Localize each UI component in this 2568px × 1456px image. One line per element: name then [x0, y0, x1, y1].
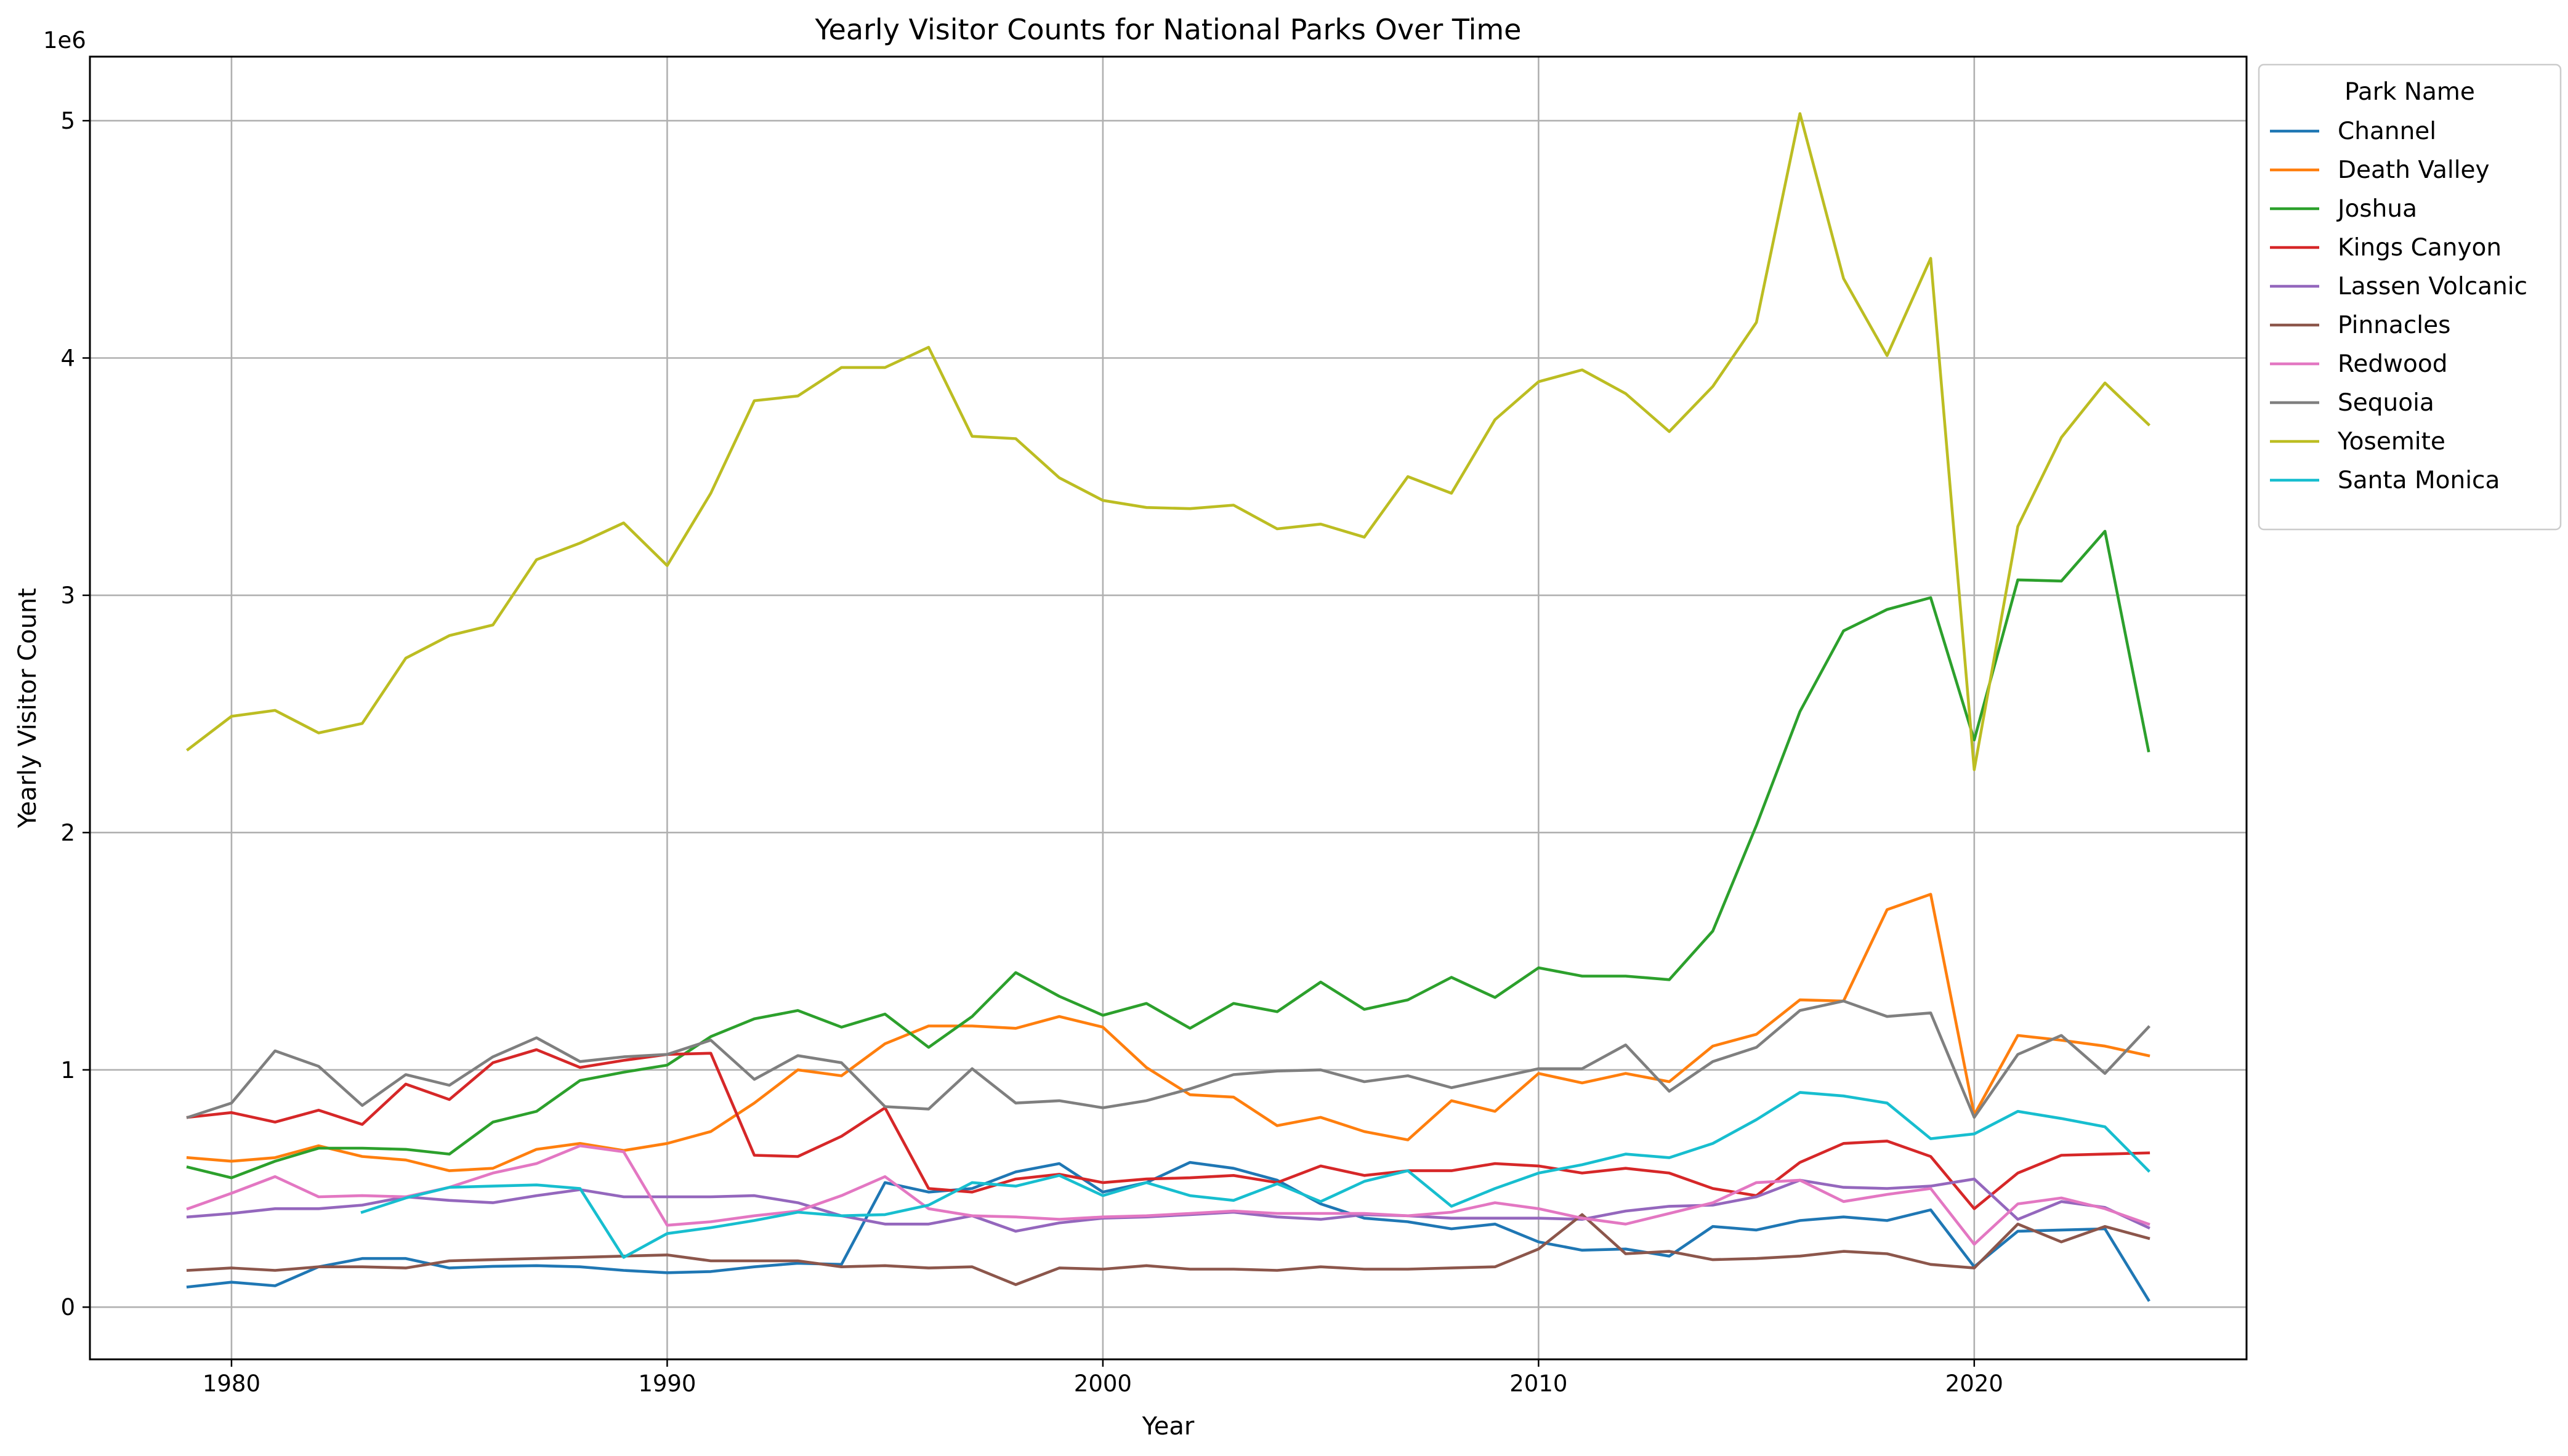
y-tick-label: 4: [60, 345, 75, 371]
legend-label: Joshua: [2336, 195, 2417, 223]
series-line-sequoia: [186, 999, 2151, 1119]
series-line-joshua: [186, 529, 2150, 1180]
series-line-death-valley: [186, 893, 2150, 1172]
legend-label: Redwood: [2338, 350, 2447, 378]
y-tick-label: 3: [60, 582, 75, 609]
legend-label: Lassen Volcanic: [2338, 273, 2527, 300]
x-tick-label: 1980: [203, 1370, 260, 1397]
legend-items: Channel Death Valley Joshua Kings Canyon Las…: [2270, 118, 2527, 494]
grid-lines: [90, 57, 2247, 1359]
y-axis-offset-label: 1e6: [43, 27, 86, 54]
y-axis-label: Yearly Visitor Count: [14, 588, 42, 829]
y-tick-label: 1: [60, 1057, 75, 1084]
legend-label: Channel: [2338, 118, 2436, 145]
x-axis-label: Year: [1142, 1412, 1195, 1441]
legend-box: [2258, 63, 2562, 531]
y-tick-label: 2: [60, 819, 75, 846]
series-line-redwood: [186, 1144, 2150, 1246]
x-tick-label: 2000: [1074, 1370, 1132, 1397]
x-tick-label: 1990: [638, 1370, 696, 1397]
y-axis: 0 1 2 3 4 5: [60, 108, 90, 1321]
legend-label: Death Valley: [2338, 156, 2490, 184]
series-line-kings-canyon: [186, 1048, 2150, 1210]
chart-title: Yearly Visitor Counts for National Parks…: [815, 13, 1522, 46]
legend-label: Pinnacles: [2338, 312, 2450, 339]
plot-frame: [89, 55, 2248, 1361]
legend-label: Santa Monica: [2338, 467, 2500, 494]
legend-label: Kings Canyon: [2338, 234, 2501, 262]
y-tick-label: 0: [60, 1294, 75, 1321]
series-lines: [185, 112, 2151, 1302]
legend-label: Sequoia: [2338, 389, 2434, 417]
series-line-channel: [186, 1160, 2150, 1302]
y-tick-label: 5: [60, 108, 75, 134]
series-line-yosemite: [185, 112, 2151, 771]
series-line-pinnacles: [186, 1213, 2150, 1286]
x-axis: 1980 1990 2000 2010 2020: [203, 1359, 2003, 1397]
legend: Park Name Channel Death Valley Joshua Kings…: [2258, 63, 2562, 531]
x-tick-label: 2020: [1945, 1370, 2003, 1397]
x-tick-label: 2010: [1509, 1370, 1567, 1397]
series-line-santa-monica: [360, 1091, 2151, 1259]
legend-title: Park Name: [2344, 78, 2475, 106]
legend-label: Yosemite: [2337, 428, 2445, 456]
